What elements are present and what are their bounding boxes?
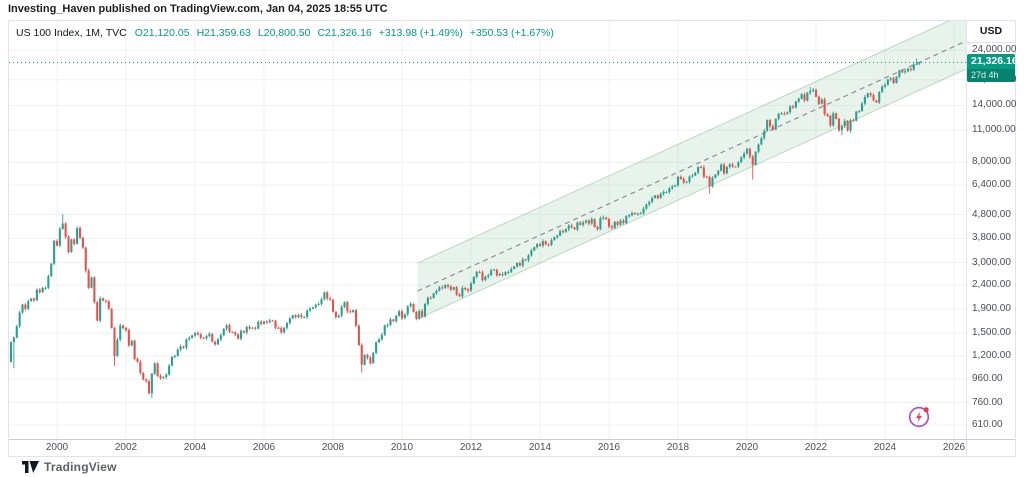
bar-countdown: 27d 4h: [967, 68, 1015, 82]
ohlc-low: L20,800.50: [257, 27, 311, 39]
trend-channel[interactable]: [417, 21, 966, 320]
currency-button[interactable]: USD: [967, 21, 1015, 43]
ohlc-open: O21,120.05: [134, 27, 190, 39]
chart-pane[interactable]: US 100 Index, 1M, TVC O21,120.05 H21,359.6…: [9, 21, 966, 439]
price-tick-label: 1,900.00: [972, 303, 1011, 315]
price-tick-label: 610.00: [972, 419, 1003, 430]
symbol-legend: US 100 Index, 1M, TVC O21,120.05 H21,359.6…: [16, 27, 561, 39]
price-tick-label: 6,400.00: [972, 179, 1011, 191]
year-tick-label: 2010: [390, 442, 414, 453]
price-tick-label: 760.00: [972, 396, 1003, 408]
price-tick-label: 1,500.00: [972, 327, 1011, 339]
ohlc-close: C21,326.16: [317, 27, 372, 39]
year-tick-label: 2004: [183, 442, 207, 453]
publish-attribution: Investing_Haven published on TradingView…: [8, 3, 388, 15]
gridlines: [9, 21, 966, 439]
price-tick-label: 11,000.00: [972, 123, 1016, 135]
scale-corner-divider: [966, 440, 967, 456]
chart-pane-svg[interactable]: [9, 21, 966, 439]
price-tick-label: 4,800.00: [972, 208, 1011, 220]
symbol-title[interactable]: US 100 Index, 1M, TVC: [16, 27, 127, 39]
year-tick-label: 2024: [873, 442, 897, 453]
last-price-value: 21,326.16: [967, 53, 1015, 69]
price-tick-label: 3,000.00: [972, 256, 1011, 268]
year-tick-label: 2018: [666, 442, 690, 453]
candlestick-series: [9, 58, 921, 398]
year-tick-label: 2016: [597, 442, 621, 453]
change-value-2: +350.53 (+1.67%): [469, 27, 554, 39]
year-tick-label: 2014: [528, 442, 552, 453]
price-tick-label: 2,400.00: [972, 279, 1011, 291]
flash-icon[interactable]: [907, 405, 931, 429]
lightning-circle-icon: [908, 406, 930, 428]
tradingview-wordmark: TradingView: [44, 460, 117, 474]
change-value: +313.98 (+1.49%): [378, 27, 463, 39]
year-tick-label: 2008: [321, 442, 345, 453]
price-tick-label: 24,000.00: [972, 44, 1017, 56]
time-scale[interactable]: 2000 2002 2004 2006 2008 2010 2012 2014 2016 2018…: [9, 439, 1015, 456]
last-price-badge: 21,326.16 27d 4h: [967, 53, 1015, 82]
year-tick-label: 2020: [735, 442, 759, 453]
ohlc-high: H21,359.63: [196, 27, 251, 39]
price-tick-label: 1,200.00: [972, 349, 1011, 361]
tradingview-mark-icon: [22, 461, 39, 473]
year-tick-label: 2002: [114, 442, 138, 453]
chart-widget: US 100 Index, 1M, TVC O21,120.05 H21,359.6…: [8, 20, 1017, 457]
price-tick-label: 8,000.00: [972, 156, 1011, 168]
tradingview-logo[interactable]: TradingView: [22, 460, 117, 474]
year-tick-label: 2022: [804, 442, 828, 453]
year-tick-label: 2000: [45, 442, 69, 453]
price-tick-label: 960.00: [972, 372, 1003, 384]
year-tick-label: 2006: [252, 442, 276, 453]
price-scale[interactable]: USD 21,326.16 27d 4h 24,000.0018,000.001…: [966, 21, 1017, 439]
year-tick-label: 2026: [942, 442, 966, 453]
price-tick-label: 14,000.00: [972, 99, 1017, 111]
price-tick-label: 3,800.00: [972, 232, 1011, 244]
year-tick-label: 2012: [459, 442, 483, 453]
